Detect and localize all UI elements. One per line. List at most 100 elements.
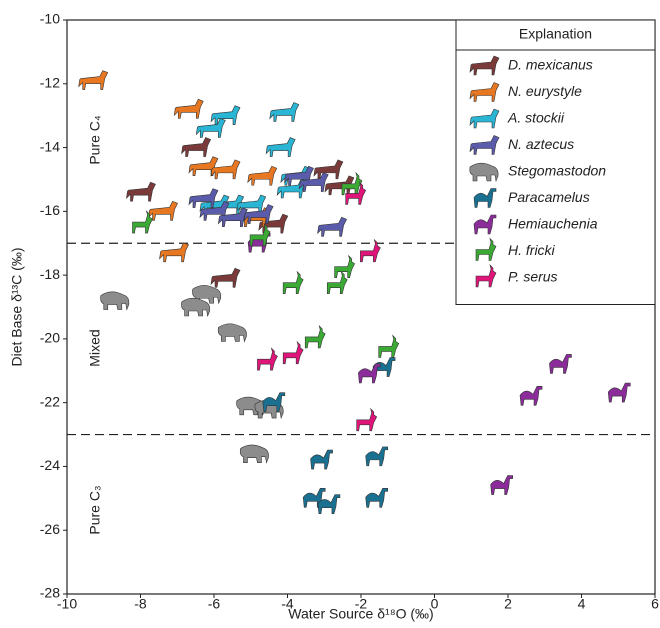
marker-shape <box>262 392 286 412</box>
marker-shape <box>181 137 212 157</box>
marker-shape <box>360 238 381 263</box>
marker-shape <box>282 270 304 294</box>
marker-shape <box>473 188 497 208</box>
y-tick-label: -12 <box>40 74 60 90</box>
y-tick-label: -28 <box>40 585 60 601</box>
marker-shape <box>313 159 344 180</box>
x-tick-label: -8 <box>134 596 147 612</box>
marker-shape <box>217 323 247 343</box>
animal-marker <box>210 267 241 288</box>
animal-marker <box>469 55 500 76</box>
marker-shape <box>490 475 513 495</box>
animal-marker <box>356 407 378 432</box>
animal-marker <box>469 82 500 102</box>
animal-marker <box>262 392 286 412</box>
animal-marker <box>100 291 130 311</box>
animal-marker <box>181 297 211 318</box>
marker-shape <box>341 171 363 196</box>
marker-shape <box>195 118 226 138</box>
legend-label: P. serus <box>508 269 558 285</box>
animal-marker <box>317 216 348 237</box>
marker-shape <box>210 267 241 288</box>
marker-shape <box>298 172 329 192</box>
animal-marker <box>607 382 631 403</box>
animal-marker <box>358 363 381 384</box>
marker-shape <box>469 108 500 129</box>
animal-marker <box>475 264 497 288</box>
marker-shape <box>326 270 348 294</box>
x-tick-label: 2 <box>504 596 512 612</box>
marker-shape <box>210 105 241 125</box>
legend-label: Hemiauchenia <box>508 216 598 232</box>
animal-marker <box>148 200 178 221</box>
legend-label: A. stockii <box>507 110 565 126</box>
marker-shape <box>519 385 543 406</box>
x-tick-label: 0 <box>431 596 439 612</box>
marker-shape <box>78 70 109 90</box>
legend-label: N. eurystyle <box>508 83 582 99</box>
legend-label: N. aztecus <box>508 136 574 152</box>
marker-shape <box>317 216 348 237</box>
marker-shape <box>100 291 130 311</box>
marker-shape <box>365 488 389 508</box>
animal-marker <box>78 70 109 90</box>
animal-marker <box>341 171 363 196</box>
y-tick-label: -14 <box>40 138 60 154</box>
marker-shape <box>469 162 499 183</box>
animal-marker <box>217 207 248 228</box>
marker-shape <box>282 340 304 365</box>
animal-marker <box>282 270 304 294</box>
y-tick-label: -16 <box>40 202 60 218</box>
marker-shape <box>345 181 367 205</box>
legend-label: D. mexicanus <box>508 57 593 73</box>
marker-shape <box>475 264 497 288</box>
marker-shape <box>265 137 296 157</box>
y-tick-label: -22 <box>40 393 60 409</box>
x-axis-label: Water Source δ¹⁸O (‰) <box>288 606 433 622</box>
animal-marker <box>126 181 156 202</box>
animal-marker <box>519 385 543 406</box>
animal-marker <box>326 270 348 294</box>
marker-shape <box>310 449 333 470</box>
animal-marker <box>549 354 572 374</box>
animal-marker <box>334 254 356 279</box>
animal-marker <box>284 165 314 186</box>
animal-marker <box>317 494 341 515</box>
animal-marker <box>188 188 219 208</box>
animal-marker <box>365 446 389 467</box>
animal-marker <box>473 188 497 208</box>
marker-shape <box>372 357 396 377</box>
animal-marker <box>249 222 271 247</box>
legend-label: Paracamelus <box>508 189 590 205</box>
y-axis-label: Diet Base δ¹³C (‰) <box>9 247 25 366</box>
marker-shape <box>192 285 222 305</box>
marker-shape <box>469 135 500 155</box>
marker-shape <box>358 363 381 384</box>
marker-shape <box>549 354 572 374</box>
legend-label: Stegomastodon <box>508 163 606 179</box>
animal-marker <box>360 238 381 263</box>
marker-shape <box>284 165 314 186</box>
animal-marker <box>173 98 204 119</box>
marker-shape <box>132 210 153 234</box>
marker-shape <box>257 347 278 371</box>
marker-shape <box>304 324 326 349</box>
marker-shape <box>378 334 400 358</box>
animal-marker <box>199 200 230 221</box>
x-tick-label: 4 <box>578 596 586 612</box>
animal-marker <box>239 444 269 464</box>
animal-marker <box>282 340 304 365</box>
animal-marker <box>195 118 226 138</box>
y-tick-label: -24 <box>40 457 60 473</box>
zone-label: Pure C₃ <box>87 485 103 534</box>
y-tick-label: -26 <box>40 521 60 537</box>
marker-shape <box>258 213 289 234</box>
x-tick-label: -2 <box>355 596 368 612</box>
animal-marker <box>469 162 499 183</box>
y-tick-label: -20 <box>40 330 60 346</box>
x-tick-label: -6 <box>208 596 221 612</box>
animal-marker <box>236 194 267 215</box>
marker-shape <box>276 178 307 199</box>
marker-shape <box>469 55 500 76</box>
